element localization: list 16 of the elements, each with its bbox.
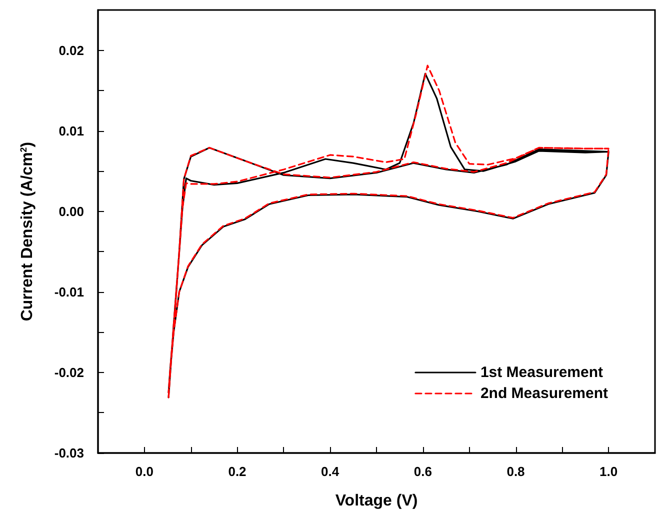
legend-label: 2nd Measurement: [480, 385, 608, 402]
y-tick-label: -0.03: [54, 446, 84, 460]
y-tick-label: -0.01: [54, 284, 84, 300]
x-tick-label: 0.0: [135, 464, 154, 479]
y-tick-label: -0.02: [54, 364, 84, 380]
legend-label: 1st Measurement: [480, 364, 604, 381]
y-tick-label: 0.00: [58, 204, 84, 219]
x-tick-label: 1.0: [600, 464, 618, 479]
x-axis-title: Voltage (V): [335, 492, 418, 510]
x-tick-label: 0.6: [414, 464, 432, 479]
y-tick-label: 0.01: [58, 123, 84, 138]
x-tick-label: 0.2: [228, 464, 246, 479]
y-axis-title: Current Density (A/cm2): [18, 142, 36, 322]
y-tick-label: 0.02: [58, 42, 84, 58]
x-tick-label: 0.4: [321, 464, 340, 479]
x-tick-label: 0.8: [506, 464, 525, 479]
